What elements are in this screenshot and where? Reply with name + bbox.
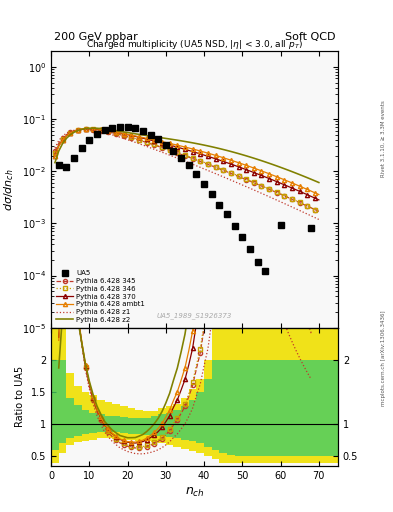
Y-axis label: Ratio to UA5: Ratio to UA5 [15, 366, 25, 428]
Y-axis label: $d\sigma/dn_{ch}$: $d\sigma/dn_{ch}$ [3, 168, 17, 211]
Text: mcplots.cern.ch [arXiv:1306.3436]: mcplots.cern.ch [arXiv:1306.3436] [381, 311, 386, 406]
Title: Charged multiplicity (UA5 NSD, $|\eta|$ < 3.0, all $p_T$): Charged multiplicity (UA5 NSD, $|\eta|$ … [86, 38, 303, 51]
Legend: UA5, Pythia 6.428 345, Pythia 6.428 346, Pythia 6.428 370, Pythia 6.428 ambt1, P: UA5, Pythia 6.428 345, Pythia 6.428 346,… [55, 269, 146, 324]
Text: UA5_1989_S1926373: UA5_1989_S1926373 [157, 313, 232, 319]
Text: Soft QCD: Soft QCD [285, 32, 335, 41]
Text: 200 GeV ppbar: 200 GeV ppbar [54, 32, 138, 41]
Text: Rivet 3.1.10, ≥ 3.3M events: Rivet 3.1.10, ≥ 3.3M events [381, 100, 386, 177]
X-axis label: $n_{ch}$: $n_{ch}$ [185, 486, 204, 499]
